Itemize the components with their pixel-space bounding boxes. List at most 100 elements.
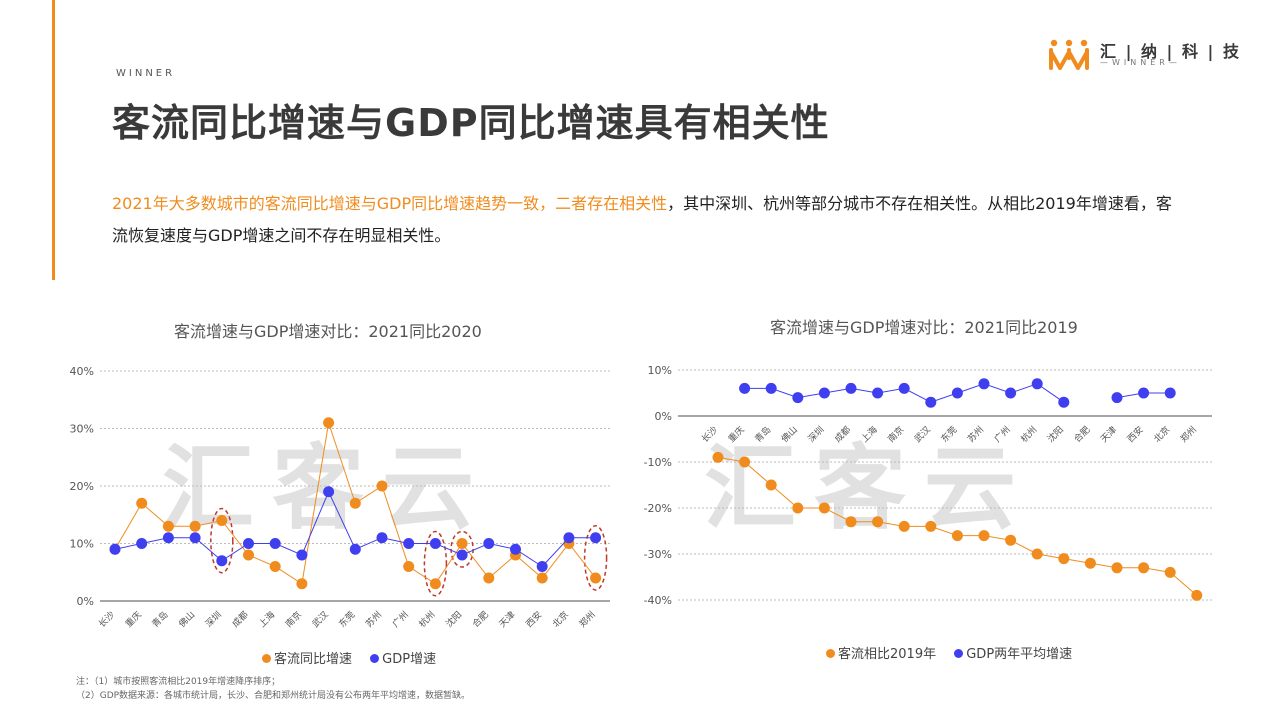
x-tick-label: 佛山 — [176, 609, 197, 630]
x-tick-label: 郑州 — [1178, 424, 1199, 445]
data-point — [1164, 566, 1176, 578]
data-point — [739, 456, 751, 468]
x-tick-label: 合肥 — [470, 609, 491, 630]
highlight-ellipse — [583, 525, 608, 591]
data-point — [429, 578, 441, 590]
logo-mark-icon — [1049, 39, 1089, 70]
data-point — [216, 515, 228, 526]
x-tick-label: 苏州 — [363, 609, 384, 630]
data-point — [792, 392, 804, 404]
data-point — [1005, 387, 1017, 399]
data-point — [162, 532, 174, 544]
data-point — [376, 480, 388, 492]
data-point — [765, 479, 777, 491]
x-tick-label: 北京 — [550, 609, 571, 630]
x-tick-label: 东莞 — [938, 424, 959, 445]
data-point — [898, 382, 910, 394]
x-tick-label: 东莞 — [336, 609, 357, 630]
data-point — [269, 538, 281, 549]
data-point — [872, 516, 884, 528]
data-point — [872, 387, 884, 399]
x-tick-label: 南京 — [283, 609, 304, 630]
legend-dot-icon — [826, 649, 835, 658]
data-point — [376, 532, 388, 544]
chart2-legend: 客流相比2019年 GDP两年平均增速 — [826, 643, 1086, 662]
data-point — [296, 578, 308, 590]
data-point — [216, 555, 228, 567]
x-tick-label: 合肥 — [1071, 424, 1092, 445]
x-tick-label: 沈阳 — [443, 609, 464, 630]
highlight-ellipse — [423, 530, 448, 597]
data-point — [162, 520, 174, 532]
data-point — [189, 532, 201, 544]
x-tick-label: 杭州 — [1018, 424, 1039, 445]
data-point — [1191, 589, 1203, 601]
x-tick-label: 深圳 — [203, 609, 224, 630]
data-point — [845, 382, 857, 394]
legend-label: GDP两年平均增速 — [966, 647, 1073, 662]
data-point — [456, 549, 468, 561]
x-tick-label: 重庆 — [725, 424, 746, 445]
x-tick-label: 上海 — [858, 424, 879, 445]
data-point — [349, 497, 361, 509]
data-point — [951, 387, 963, 399]
highlight-ellipse — [450, 530, 474, 568]
data-point — [792, 502, 804, 514]
description-rest: ，其中深圳、杭州等部分城市不存在相关性。从相比2019年增速看，客流恢复速度与G… — [112, 194, 1172, 245]
y-tick-label: 0% — [655, 410, 672, 423]
data-point — [483, 538, 495, 549]
x-tick-label: 北京 — [1151, 424, 1172, 445]
legend-dot-icon — [370, 654, 380, 663]
x-tick-label: 重庆 — [123, 609, 144, 630]
chart1-title: 客流增速与GDP增速对比：2021同比2020 — [174, 322, 482, 341]
page-title: 客流同比增速与GDP同比增速具有相关性 — [112, 101, 830, 145]
y-tick-label: 30% — [70, 423, 94, 436]
x-tick-label: 武汉 — [309, 609, 330, 630]
x-tick-label: 武汉 — [912, 424, 933, 445]
y-tick-label: 10% — [648, 364, 672, 377]
data-point — [483, 572, 495, 584]
x-tick-label: 深圳 — [806, 424, 827, 445]
x-tick-label: 天津 — [497, 609, 518, 630]
legend-label: 客流同比增速 — [274, 652, 353, 667]
data-point — [510, 543, 521, 555]
data-point — [403, 538, 415, 549]
data-point — [590, 532, 602, 544]
footnote-line: 注：（1）城市按照客流相比2019年增速降序排序； — [76, 677, 281, 687]
y-tick-label: 10% — [70, 538, 94, 551]
data-point — [1084, 557, 1096, 569]
x-tick-label: 南京 — [885, 424, 906, 445]
footnote-line: （2）GDP数据来源：各城市统计局，长沙、合肥和郑州统计局没有公布两年平均增速，… — [76, 691, 471, 701]
y-tick-label: 0% — [77, 595, 94, 608]
data-point — [456, 538, 468, 549]
data-point — [536, 561, 548, 572]
data-point — [925, 396, 937, 408]
chart2-plot: 10% 0% -10% -20% -30% -40% 长沙 重庆 青岛 佛山 深圳 成都 上海 南京 武汉东… — [644, 364, 1212, 607]
y-tick-label: -10% — [644, 456, 672, 469]
x-tick-label: 天津 — [1099, 424, 1120, 445]
data-point — [590, 572, 602, 584]
data-point — [1138, 387, 1150, 399]
x-tick-label: 苏州 — [965, 424, 986, 445]
chart1-plot: 0% 10% 20% 30% 40% 长沙 重庆 青岛 佛山 深圳 成都 上海 南京 武汉 东莞 苏州 广州 杭州… — [70, 365, 610, 630]
legend-dot-icon — [954, 649, 964, 658]
data-point — [403, 561, 415, 572]
x-tick-label: 西安 — [1124, 424, 1145, 445]
description-highlight: 2021年大多数城市的客流同比增速与GDP同比增速趋势一致，二者存在相关性 — [112, 194, 668, 213]
x-tick-label: 西安 — [523, 609, 544, 630]
footnotes: 注：（1）城市按照客流相比2019年增速降序排序； （2）GDP数据来源：各城市… — [76, 675, 470, 703]
x-tick-label: 郑州 — [576, 609, 597, 630]
x-tick-label: 佛山 — [779, 424, 800, 445]
x-tick-label: 上海 — [256, 609, 277, 630]
data-point — [1111, 562, 1123, 574]
data-point — [536, 572, 548, 584]
x-tick-label: 长沙 — [96, 609, 117, 630]
y-tick-label: -20% — [644, 502, 672, 515]
data-point — [818, 502, 830, 514]
data-point — [323, 486, 335, 498]
data-point — [563, 532, 575, 544]
data-point — [1164, 387, 1176, 399]
legend-item: 客流同比增速 — [262, 652, 352, 667]
data-point — [1058, 553, 1070, 565]
legend-item: GDP两年平均增速 — [954, 647, 1072, 662]
